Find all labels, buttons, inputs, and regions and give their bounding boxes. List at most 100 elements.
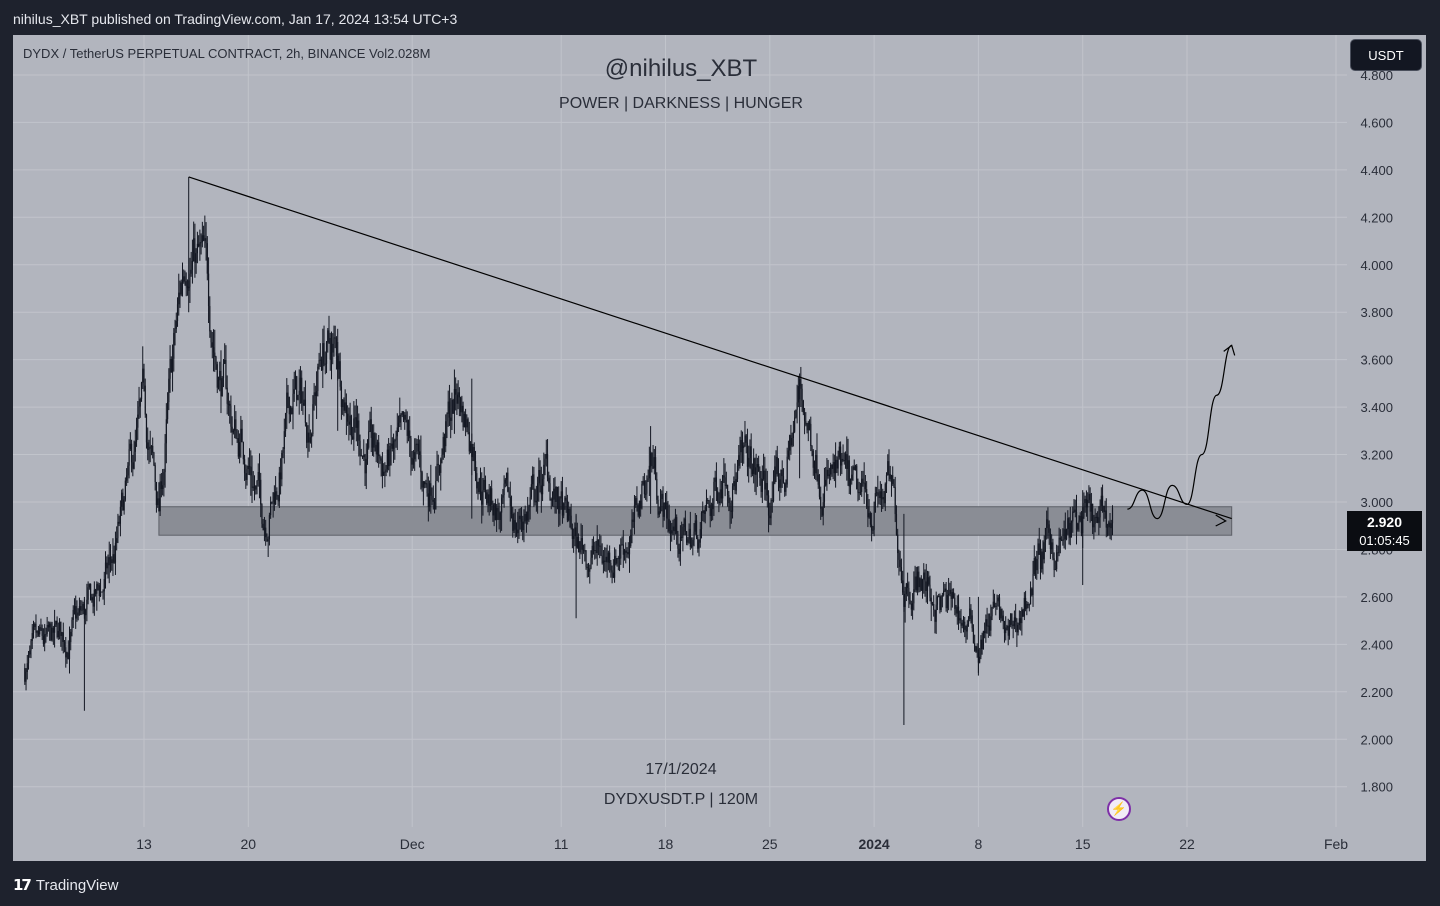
candle-body: [86, 599, 88, 610]
candle-body: [730, 510, 732, 512]
candle-body: [385, 469, 387, 472]
candle-body: [571, 528, 573, 539]
candle-body: [304, 399, 307, 423]
candle-body: [217, 380, 220, 388]
candle-body: [545, 453, 547, 459]
candle-body: [504, 479, 506, 484]
candle-body: [63, 641, 66, 648]
candle-body: [314, 392, 316, 396]
candle-body: [175, 320, 177, 329]
candle-body: [524, 514, 526, 522]
trendline: [188, 176, 1232, 520]
candle-body: [643, 480, 645, 495]
candle-body: [941, 595, 943, 597]
candle-body: [982, 631, 984, 649]
candle-body: [101, 591, 103, 593]
publish-header: nihilus_XBT published on TradingView.com…: [0, 0, 1440, 34]
candle-body: [862, 478, 864, 483]
chart-pane: [13, 35, 1426, 861]
candle-body: [103, 578, 105, 592]
y-tick-label: 2.000: [1360, 732, 1393, 747]
candle-body: [875, 492, 878, 494]
candle-body: [58, 621, 61, 631]
candle-body: [769, 515, 771, 519]
watermark-tagline: POWER | DARKNESS | HUNGER: [559, 95, 803, 112]
candle-body: [332, 343, 334, 353]
candle-body: [190, 269, 192, 274]
candle-body: [1108, 522, 1110, 527]
candle-body: [117, 521, 119, 539]
candle-body: [132, 462, 134, 469]
candle-body: [799, 379, 801, 387]
candle-body: [695, 520, 698, 538]
candle-body: [1023, 597, 1025, 617]
candle-body: [828, 474, 830, 477]
x-tick-label: Feb: [1324, 836, 1348, 852]
candle-body: [821, 508, 823, 516]
candle-body: [548, 477, 550, 484]
candle-body: [622, 544, 624, 555]
candle-body: [476, 473, 478, 489]
candle-body: [162, 485, 164, 490]
candle-body: [888, 461, 890, 475]
candle-body: [371, 437, 374, 448]
candle-body: [229, 403, 231, 406]
candle-body: [823, 485, 826, 503]
candle-body: [247, 465, 249, 470]
candle-body: [214, 352, 216, 357]
candle-body: [726, 484, 729, 495]
candle-body: [462, 405, 464, 428]
candle-body: [159, 481, 161, 512]
candle-body: [457, 392, 459, 404]
candle-body: [1003, 621, 1006, 634]
candle-body: [211, 342, 213, 348]
candle-body: [576, 536, 578, 548]
candle-body: [1028, 604, 1030, 606]
candle-body: [277, 496, 279, 502]
candle-body: [292, 393, 294, 415]
candle-body: [849, 480, 852, 487]
candle-body: [447, 401, 449, 414]
candle-body: [527, 511, 529, 521]
candle-body: [152, 445, 154, 453]
tradingview-logo[interactable]: 17 TradingView: [13, 876, 118, 894]
candle-body: [50, 623, 52, 641]
candle-body: [806, 424, 808, 431]
candle-body: [637, 504, 639, 516]
x-tick-label: 25: [762, 836, 778, 852]
candle-body: [240, 428, 242, 443]
candle-body: [334, 337, 336, 339]
candle-body: [874, 493, 876, 513]
candle-body: [920, 578, 922, 591]
candle-body: [813, 467, 816, 474]
currency-button[interactable]: USDT: [1350, 39, 1422, 71]
candle-body: [278, 472, 280, 502]
candle-body: [921, 579, 924, 591]
candle-body: [320, 359, 323, 371]
candle-body: [1041, 551, 1043, 570]
candle-body: [735, 479, 737, 491]
candle-body: [138, 406, 140, 415]
candle-body: [689, 528, 691, 547]
candle-body: [708, 500, 710, 505]
candle-body: [684, 518, 686, 532]
candle-body: [551, 499, 554, 501]
candle-body: [258, 472, 261, 480]
candle-body: [882, 497, 884, 500]
candle-body: [469, 444, 472, 452]
last-price-tag: 2.920 01:05:45: [1347, 511, 1422, 551]
candle-body: [1047, 519, 1049, 525]
candle-body: [694, 520, 696, 532]
lightning-icon[interactable]: ⚡: [1107, 797, 1131, 821]
candle-body: [919, 578, 921, 588]
candle-body: [94, 589, 97, 594]
candle-body: [356, 420, 359, 428]
candle-body: [581, 538, 583, 550]
candle-body: [144, 385, 146, 415]
candle-body: [253, 486, 256, 490]
candle-body: [126, 475, 128, 481]
candle-body: [124, 480, 126, 500]
candle-body: [993, 601, 996, 607]
candle-body: [848, 460, 850, 487]
